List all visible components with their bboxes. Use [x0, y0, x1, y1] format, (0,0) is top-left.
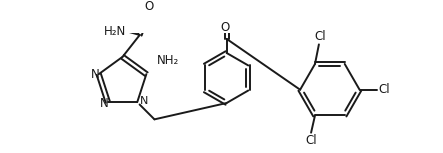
Text: N: N — [140, 96, 148, 106]
Text: Cl: Cl — [379, 83, 390, 96]
Text: Cl: Cl — [305, 134, 317, 147]
Text: N: N — [100, 97, 108, 110]
Text: O: O — [221, 21, 229, 34]
Text: O: O — [144, 0, 154, 13]
Text: H₂N: H₂N — [104, 24, 126, 37]
Text: N: N — [90, 68, 99, 81]
Text: Cl: Cl — [315, 30, 326, 43]
Text: NH₂: NH₂ — [157, 54, 179, 67]
